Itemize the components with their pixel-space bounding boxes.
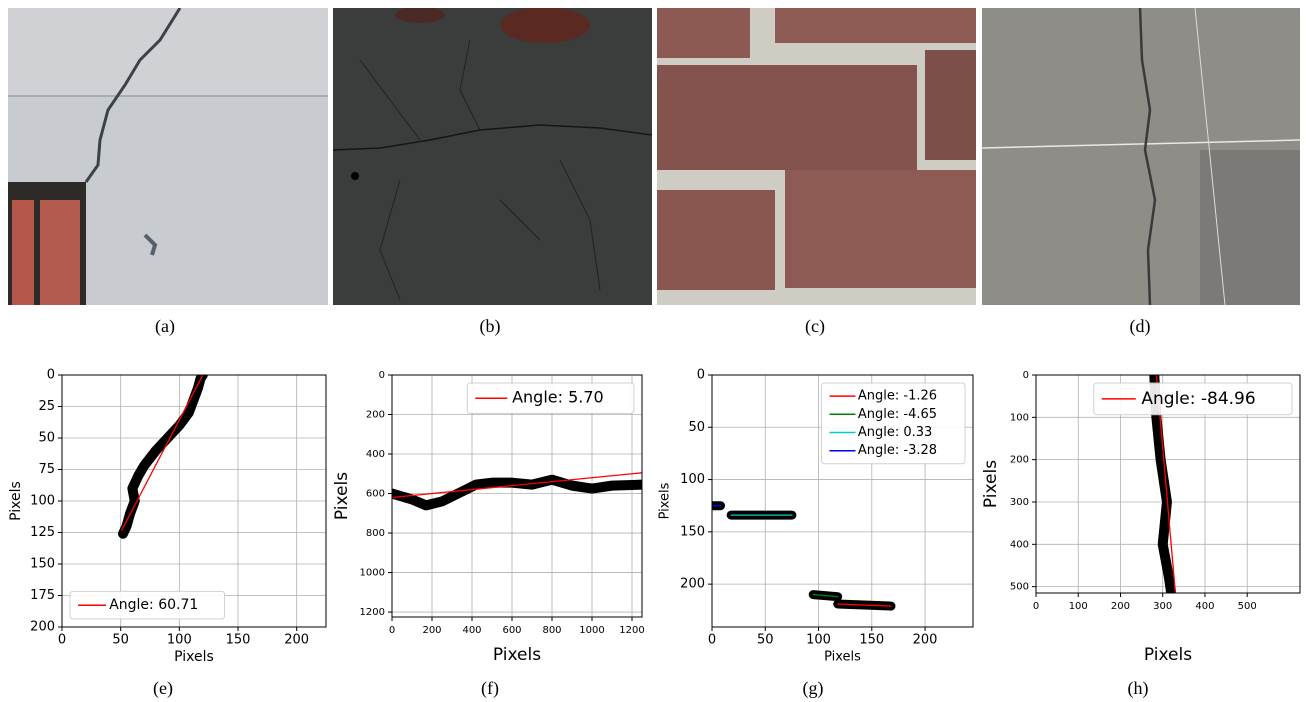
caption: (g) xyxy=(803,678,824,699)
y-tick-label: 500 xyxy=(1010,582,1029,593)
y-tick-label: 0 xyxy=(1023,370,1029,381)
caption: (h) xyxy=(1128,678,1149,699)
x-tick-label: 300 xyxy=(1153,601,1172,612)
x-tick-label: 500 xyxy=(1238,601,1257,612)
y-tick-label: 400 xyxy=(366,449,385,460)
x-axis-label: Pixels xyxy=(1144,645,1192,665)
x-tick-label: 800 xyxy=(542,625,561,636)
x-tick-label: 400 xyxy=(462,625,481,636)
y-axis-label: Pixels xyxy=(332,472,352,520)
y-tick-label: 600 xyxy=(366,489,385,500)
crack-region xyxy=(392,480,642,506)
y-tick-label: 200 xyxy=(30,620,55,635)
legend-label: Angle: 5.70 xyxy=(512,388,604,407)
photo-c xyxy=(640,8,985,305)
x-tick-label: 100 xyxy=(1069,601,1088,612)
y-tick-label: 0 xyxy=(47,368,55,383)
x-tick-label: 600 xyxy=(502,625,521,636)
y-tick-label: 200 xyxy=(366,410,385,421)
y-tick-label: 25 xyxy=(38,399,55,414)
x-tick-label: 150 xyxy=(859,633,884,648)
x-tick-label: 200 xyxy=(422,625,441,636)
fit-line xyxy=(122,375,203,530)
y-tick-label: 100 xyxy=(1010,412,1029,423)
x-tick-label: 150 xyxy=(226,633,251,648)
photo-b xyxy=(333,7,652,305)
legend-label: Angle: 60.71 xyxy=(109,597,198,613)
y-axis-label: Pixels xyxy=(981,460,1001,508)
y-tick-label: 0 xyxy=(379,370,385,381)
y-axis-label: Pixels xyxy=(658,482,673,519)
photo-d xyxy=(982,8,1300,305)
legend-label: Angle: -84.96 xyxy=(1141,389,1255,409)
x-tick-label: 200 xyxy=(913,633,938,648)
legend-label: Angle: -3.28 xyxy=(858,443,937,458)
caption: (c) xyxy=(805,316,825,337)
y-tick-label: 125 xyxy=(30,525,55,540)
x-tick-label: 1000 xyxy=(579,625,604,636)
legend-label: Angle: -4.65 xyxy=(858,407,937,422)
x-axis-label: Pixels xyxy=(174,649,214,665)
caption: (e) xyxy=(153,678,173,699)
legend-label: Angle: 0.33 xyxy=(858,425,932,440)
y-tick-label: 400 xyxy=(1010,539,1029,550)
y-tick-label: 75 xyxy=(38,462,55,477)
y-tick-label: 800 xyxy=(366,528,385,539)
y-tick-label: 100 xyxy=(680,472,705,487)
y-tick-label: 150 xyxy=(680,524,705,539)
y-tick-label: 200 xyxy=(680,577,705,592)
y-tick-label: 1200 xyxy=(360,607,385,618)
caption: (d) xyxy=(1130,316,1151,337)
x-tick-label: 400 xyxy=(1195,601,1214,612)
x-tick-label: 0 xyxy=(58,633,66,648)
x-tick-label: 50 xyxy=(757,633,774,648)
photo-a xyxy=(8,8,328,305)
y-tick-label: 300 xyxy=(1010,497,1029,508)
y-tick-label: 150 xyxy=(30,557,55,572)
y-tick-label: 50 xyxy=(688,420,705,435)
y-axis-label: Pixels xyxy=(8,481,24,521)
x-tick-label: 100 xyxy=(806,633,831,648)
y-tick-label: 200 xyxy=(1010,455,1029,466)
x-tick-label: 100 xyxy=(167,633,192,648)
y-tick-label: 1000 xyxy=(360,568,385,579)
caption: (a) xyxy=(155,316,175,337)
caption: (b) xyxy=(480,316,501,337)
x-axis-label: Pixels xyxy=(493,645,541,665)
x-tick-label: 200 xyxy=(284,633,309,648)
x-tick-label: 1200 xyxy=(619,625,644,636)
x-tick-label: 0 xyxy=(389,625,395,636)
caption: (f) xyxy=(481,678,499,699)
y-tick-label: 175 xyxy=(30,588,55,603)
y-tick-label: 100 xyxy=(30,494,55,509)
y-tick-label: 0 xyxy=(697,368,705,383)
y-tick-label: 50 xyxy=(38,431,55,446)
x-tick-label: 200 xyxy=(1111,601,1130,612)
x-tick-label: 50 xyxy=(112,633,129,648)
x-tick-label: 0 xyxy=(708,633,716,648)
legend-label: Angle: -1.26 xyxy=(858,389,937,404)
x-axis-label: Pixels xyxy=(824,650,861,665)
figure: (a) (b) (c) (d) (e) (f) (g) (h) 0 25 50 75 1… xyxy=(0,0,1306,702)
x-tick-label: 0 xyxy=(1033,601,1039,612)
